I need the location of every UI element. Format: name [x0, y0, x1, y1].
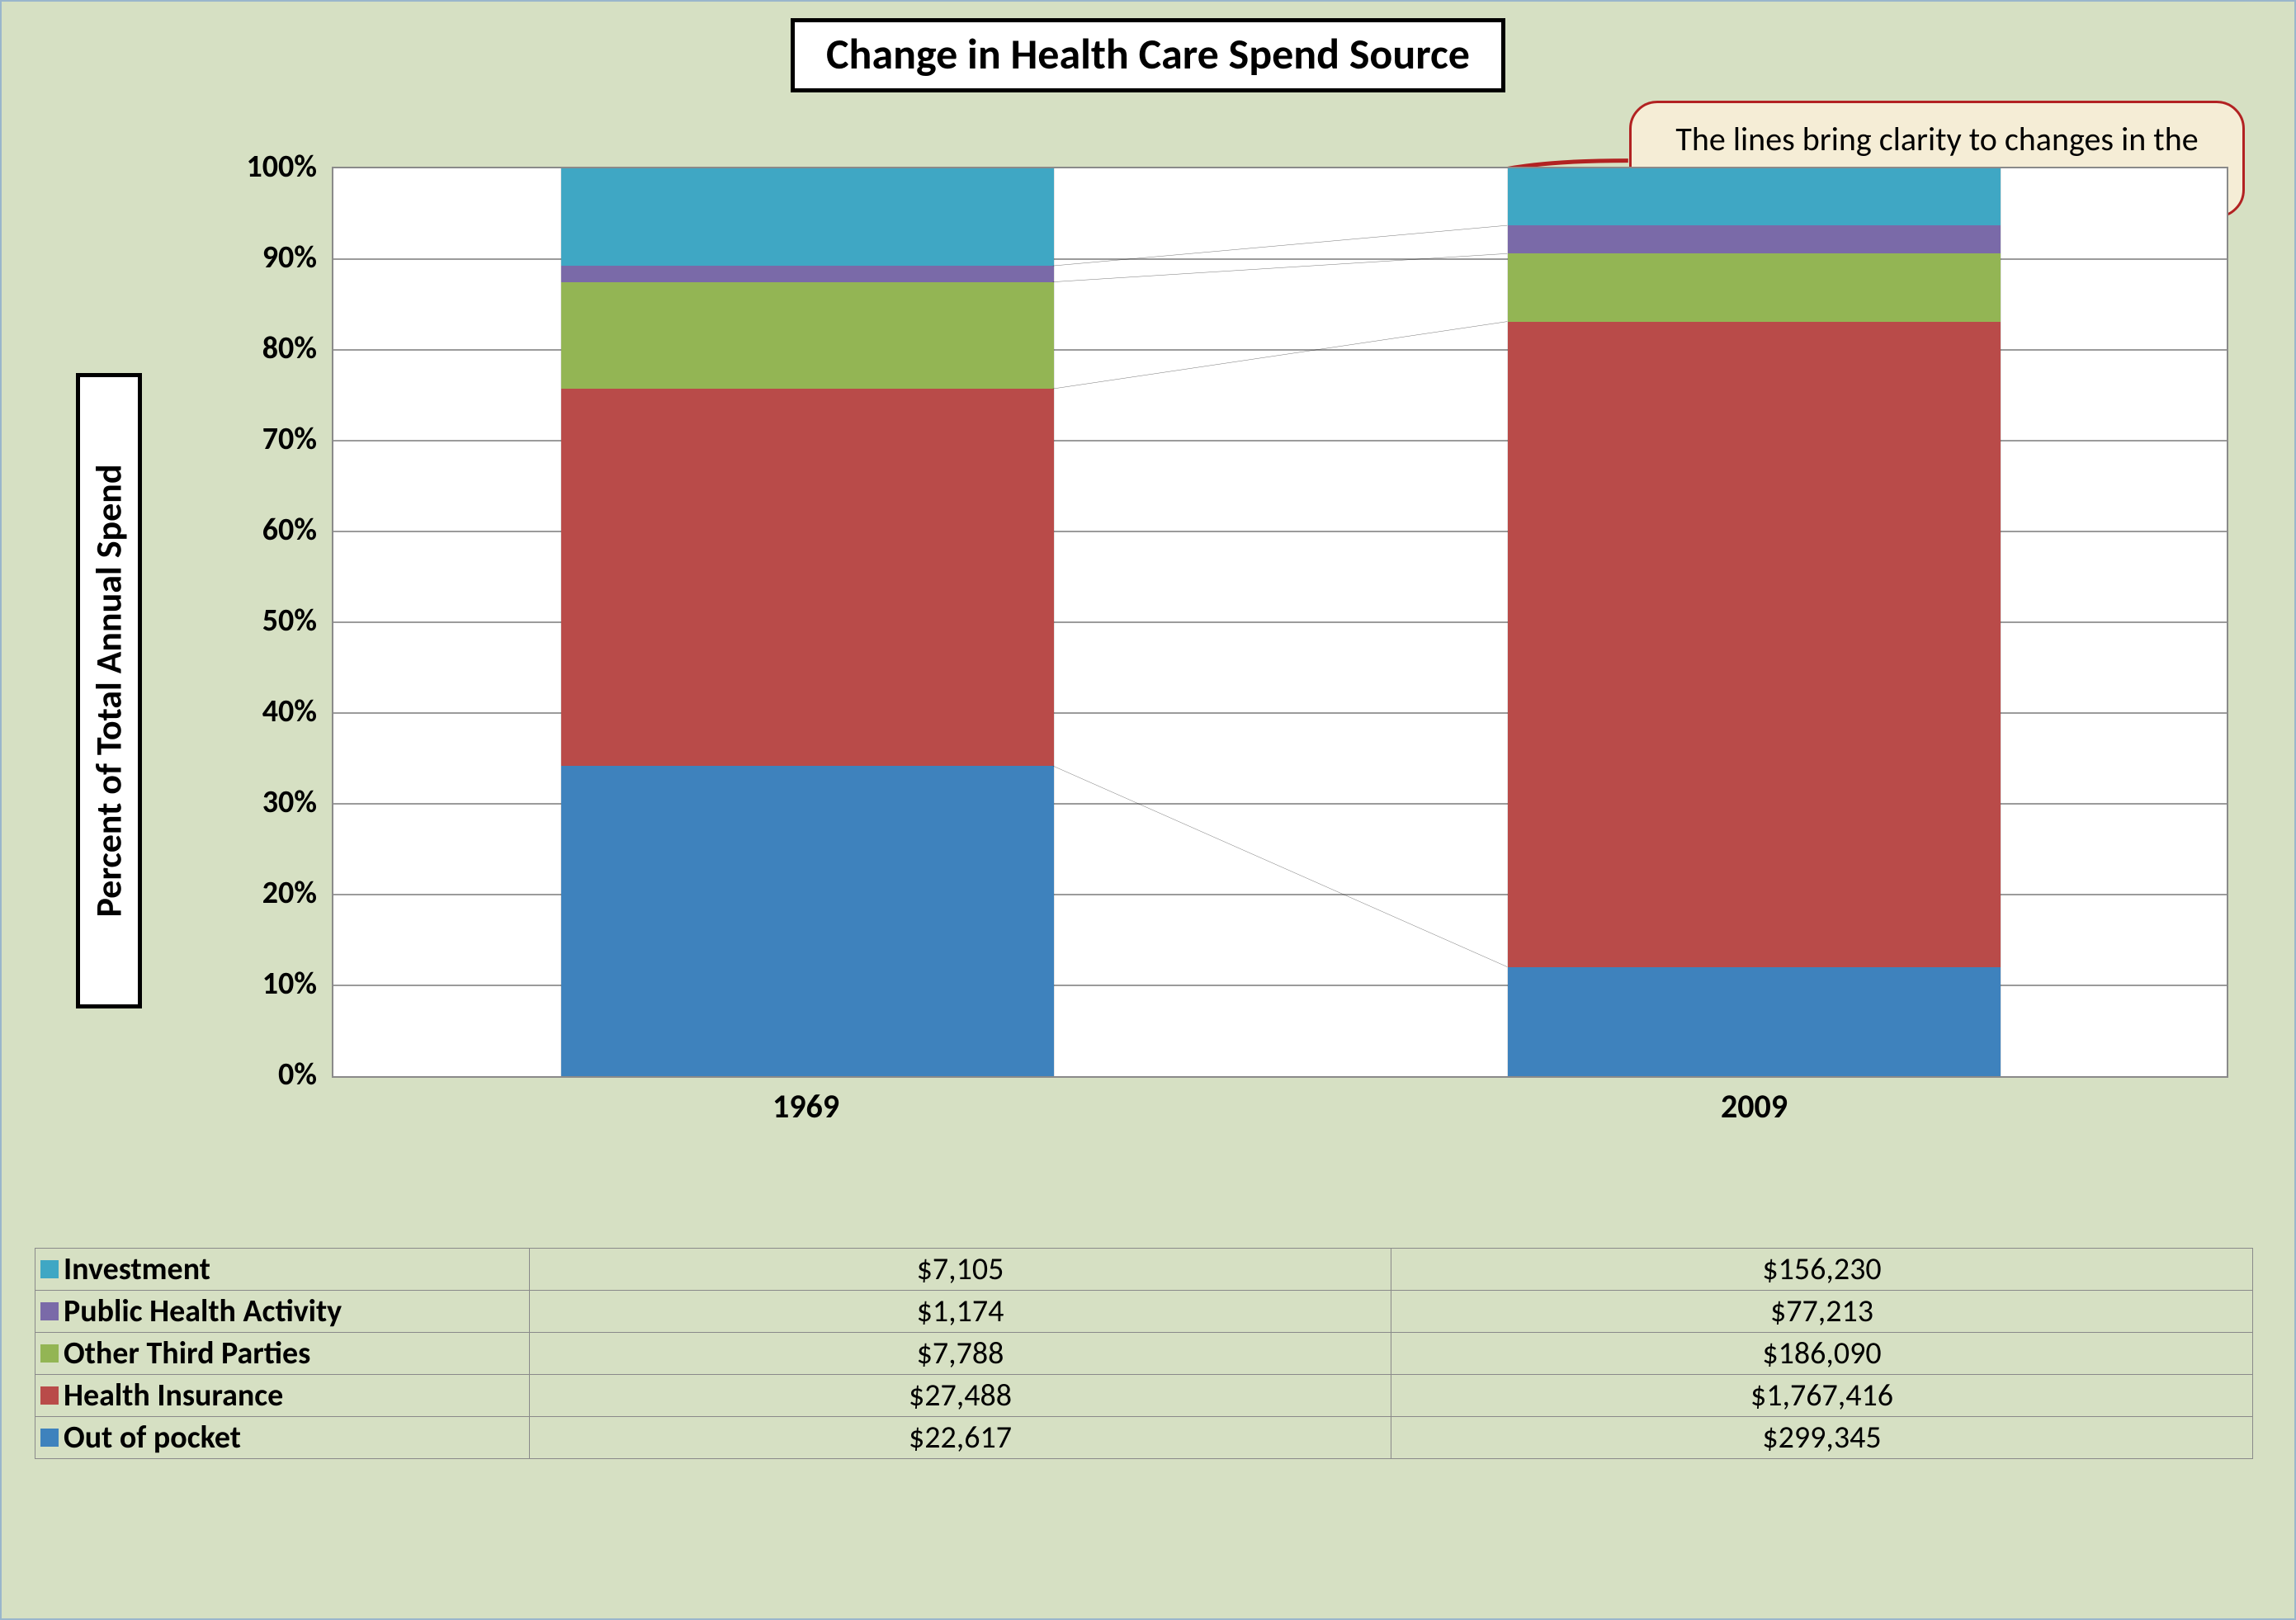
legend-swatch	[40, 1386, 59, 1405]
table-cell: $77,213	[1391, 1291, 2252, 1332]
data-table: Investment$7,105$156,230Public Health Ac…	[35, 1248, 2253, 1459]
legend-swatch	[40, 1260, 59, 1278]
connector-lines-overlay	[333, 168, 2227, 1076]
legend-swatch	[40, 1344, 59, 1363]
y-tick-label: 0%	[278, 1056, 317, 1093]
legend-label-text: Public Health Activity	[64, 1292, 342, 1330]
y-tick-label: 90%	[262, 239, 317, 276]
table-row: Public Health Activity $1,174$77,213	[35, 1290, 2252, 1332]
table-row-label: Public Health Activity	[35, 1291, 530, 1332]
table-cell: $27,488	[530, 1375, 1391, 1416]
y-axis-tick-labels: 0%10%20%30%40%50%60%70%80%90%100%	[158, 167, 324, 1074]
x-tick-label: 1969	[332, 1081, 1280, 1131]
table-row: Other Third Parties $7,788$186,090	[35, 1332, 2252, 1374]
table-cell: $1,767,416	[1391, 1375, 2252, 1416]
y-tick-label: 40%	[262, 692, 317, 730]
table-row-label: Other Third Parties	[35, 1333, 530, 1374]
y-tick-label: 80%	[262, 329, 317, 367]
chart-page: Change in Health Care Spend Source The l…	[0, 0, 2296, 1620]
legend-label-text: Out of pocket	[64, 1419, 241, 1457]
y-tick-label: 30%	[262, 783, 317, 821]
table-row-label: Investment	[35, 1249, 530, 1290]
table-row: Investment $7,105$156,230	[35, 1249, 2252, 1290]
legend-swatch	[40, 1302, 59, 1320]
table-cell: $299,345	[1391, 1417, 2252, 1458]
table-row: Health Insurance $27,488$1,767,416	[35, 1374, 2252, 1416]
x-tick-label: 2009	[1280, 1081, 2228, 1131]
table-cell: $7,105	[530, 1249, 1391, 1290]
table-cell: $156,230	[1391, 1249, 2252, 1290]
connector-line	[1053, 253, 1508, 281]
y-tick-label: 60%	[262, 511, 317, 549]
y-tick-label: 10%	[262, 965, 317, 1003]
legend-label-text: Other Third Parties	[64, 1334, 310, 1372]
chart-title: Change in Health Care Spend Source	[826, 27, 1470, 80]
y-axis-label: Percent of Total Annual Spend	[87, 464, 131, 917]
plot-area	[332, 167, 2228, 1078]
table-row: Out of pocket $22,617$299,345	[35, 1416, 2252, 1458]
connector-line	[1053, 225, 1508, 266]
legend-label-text: Health Insurance	[64, 1377, 283, 1415]
y-tick-label: 100%	[247, 148, 317, 186]
legend-label-text: Investment	[64, 1250, 210, 1288]
table-row-label: Health Insurance	[35, 1375, 530, 1416]
connector-line	[1053, 322, 1508, 389]
y-tick-label: 50%	[262, 602, 317, 640]
table-cell: $22,617	[530, 1417, 1391, 1458]
chart-title-box: Change in Health Care Spend Source	[791, 18, 1505, 92]
y-tick-label: 20%	[262, 874, 317, 912]
y-tick-label: 70%	[262, 420, 317, 458]
y-axis-label-box: Percent of Total Annual Spend	[76, 373, 142, 1008]
legend-swatch	[40, 1429, 59, 1447]
table-row-label: Out of pocket	[35, 1417, 530, 1458]
connector-line	[1053, 766, 1508, 967]
table-cell: $1,174	[530, 1291, 1391, 1332]
x-axis-tick-labels: 19692009	[332, 1081, 2228, 1131]
chart-area: Percent of Total Annual Spend 0% 10% 20% 30…	[68, 167, 2228, 1174]
table-cell: $7,788	[530, 1333, 1391, 1374]
table-cell: $186,090	[1391, 1333, 2252, 1374]
